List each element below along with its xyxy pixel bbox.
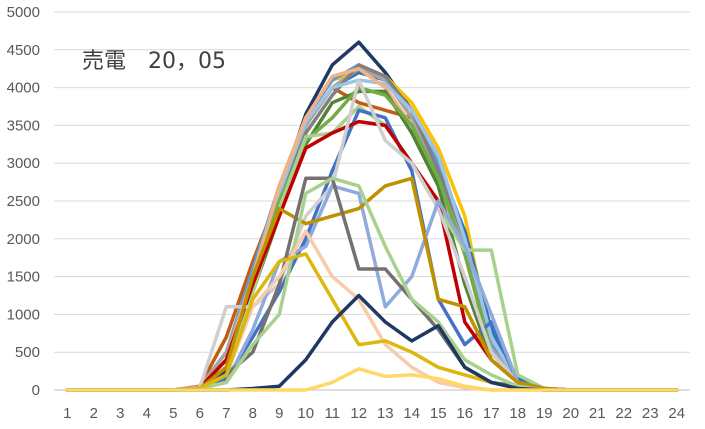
x-tick-label: 8 [249, 405, 257, 422]
x-tick-label: 13 [377, 405, 394, 422]
x-tick-label: 5 [169, 405, 177, 422]
x-tick-label: 6 [196, 405, 204, 422]
x-tick-label: 24 [668, 405, 685, 422]
y-tick-label: 2500 [7, 193, 40, 210]
series-line-10 [65, 89, 679, 392]
x-tick-label: 12 [350, 405, 367, 422]
x-tick-label: 10 [297, 405, 314, 422]
x-tick-label: 16 [456, 405, 473, 422]
y-tick-label: 4500 [7, 42, 40, 59]
series-line-23 [65, 367, 679, 392]
x-tick-label: 2 [90, 405, 98, 422]
y-tick-label: 500 [15, 344, 40, 361]
x-tick-label: 22 [615, 405, 632, 422]
x-tick-label: 23 [642, 405, 659, 422]
y-tick-label: 3000 [7, 155, 40, 172]
chart-title: 売電 20，05 [82, 49, 226, 74]
x-tick-label: 14 [403, 405, 420, 422]
series-lines [65, 40, 679, 392]
gridlines [54, 11, 690, 353]
x-tick-label: 9 [275, 405, 283, 422]
x-tick-label: 19 [536, 405, 553, 422]
y-tick-label: 3500 [7, 117, 40, 134]
y-tick-label: 5000 [7, 4, 40, 21]
x-tick-label: 11 [324, 405, 340, 422]
series-line-17 [65, 176, 679, 392]
x-tick-label: 20 [562, 405, 579, 422]
series-line-18 [65, 176, 679, 392]
y-tick-label: 0 [32, 382, 40, 399]
y-tick-label: 2000 [7, 231, 40, 248]
series-line-19 [65, 176, 679, 392]
x-tick-label: 18 [509, 405, 526, 422]
y-tick-label: 1000 [7, 306, 40, 323]
x-tick-label: 7 [222, 405, 230, 422]
x-tick-label: 21 [589, 405, 606, 422]
x-tick-label: 1 [63, 405, 71, 422]
y-tick-label: 1500 [7, 269, 40, 286]
y-tick-labels: 0 500 1000 1500 2000 2500 3000 3500 4000 4500 5000 [7, 4, 40, 399]
x-tick-labels: 1 2 3 4 5 6 7 8 9 10 11 12 13 14 15 16 17 18 19 20 21 22 23 24 [63, 405, 685, 422]
x-tick-label: 3 [116, 405, 124, 422]
x-tick-label: 15 [430, 405, 447, 422]
y-tick-label: 4000 [7, 80, 40, 97]
x-tick-label: 17 [483, 405, 500, 422]
x-tick-label: 4 [143, 405, 151, 422]
